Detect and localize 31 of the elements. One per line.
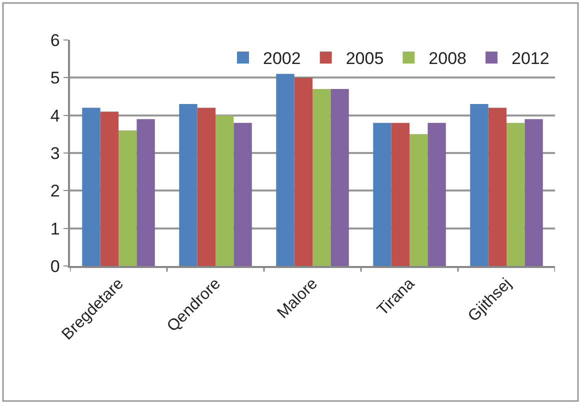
y-tick-label: 1 <box>50 219 60 238</box>
bar <box>330 88 349 266</box>
bar <box>197 108 216 266</box>
y-tick-label: 4 <box>50 106 60 126</box>
bar <box>312 88 331 266</box>
y-tick-label: 5 <box>50 68 60 88</box>
bar <box>428 122 446 266</box>
legend-label: 2012 <box>511 49 550 68</box>
bar <box>391 122 410 266</box>
bar <box>82 108 100 266</box>
bar <box>470 104 488 266</box>
bar <box>234 122 252 266</box>
bar <box>410 134 428 266</box>
y-tick-label: 6 <box>50 30 60 50</box>
bar <box>506 122 525 266</box>
bar <box>524 119 543 266</box>
y-tick-label: 2 <box>50 182 60 201</box>
bar <box>373 122 392 266</box>
bar <box>276 74 294 266</box>
bar <box>179 104 198 266</box>
bar <box>216 115 234 266</box>
legend-label: 2005 <box>346 49 384 68</box>
bar <box>136 119 155 266</box>
y-tick-label: 0 <box>50 256 60 276</box>
legend-label: 2002 <box>263 49 301 68</box>
bar <box>118 130 137 266</box>
bar <box>294 78 312 266</box>
y-tick-label: 3 <box>50 144 60 163</box>
bar <box>488 108 506 266</box>
legend-label: 2008 <box>428 49 466 68</box>
bar <box>100 112 118 266</box>
